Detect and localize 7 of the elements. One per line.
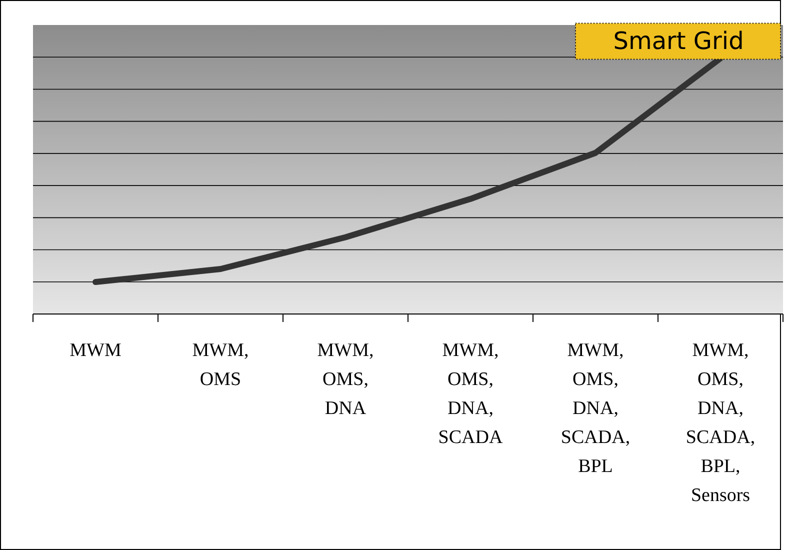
x-tick-label: MWM, OMS, DNA, SCADA, BPL: [560, 340, 630, 477]
x-tick-label: MWM, OMS: [192, 340, 249, 390]
annotation: Smart Grid: [613, 27, 744, 56]
x-tick-label: MWM, OMS, DNA: [317, 340, 374, 419]
x-tick-label: MWM, OMS, DNA, SCADA, BPL, Sensors: [686, 340, 756, 506]
x-tick-label: MWM: [70, 340, 122, 361]
x-tick-label: MWM, OMS, DNA, SCADA: [438, 340, 503, 448]
